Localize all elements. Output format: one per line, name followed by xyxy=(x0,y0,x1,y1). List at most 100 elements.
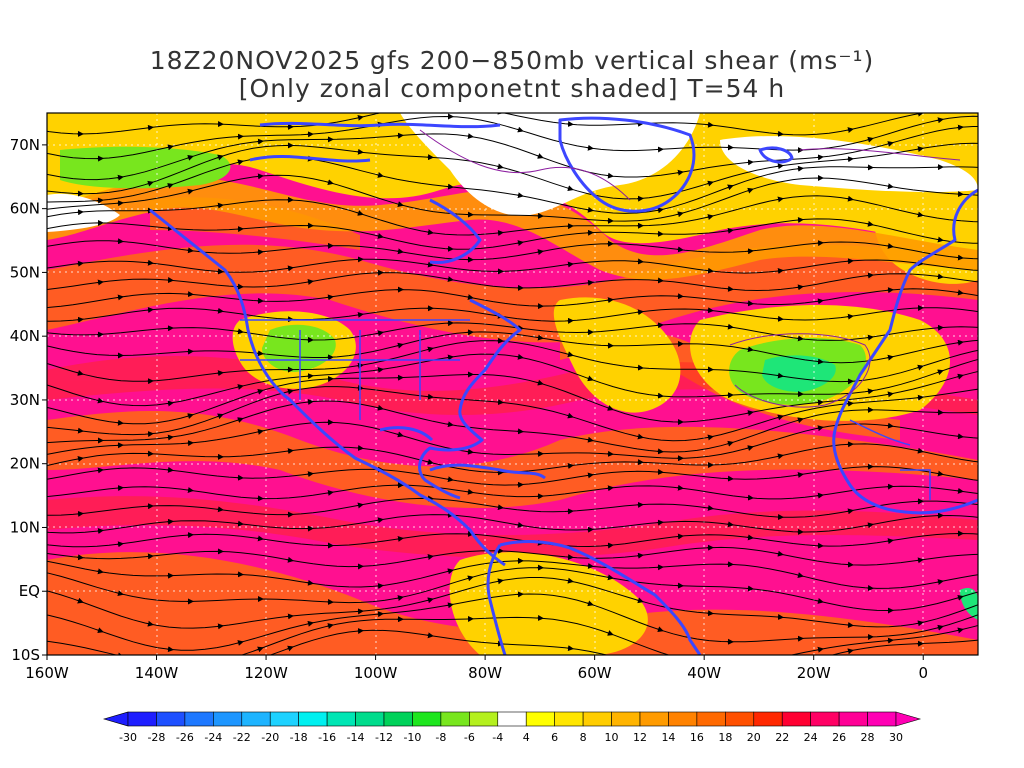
streamline-arrow xyxy=(726,227,734,234)
lat-label: 40N xyxy=(10,327,40,345)
streamline xyxy=(47,322,978,341)
streamline-arrow xyxy=(536,249,544,256)
streamline-arrow xyxy=(146,620,154,627)
colorbar-swatch xyxy=(554,711,584,727)
streamline-arrow xyxy=(426,346,434,353)
streamline-arrow xyxy=(746,187,754,194)
streamline-arrow xyxy=(846,508,854,515)
streamline-arrow xyxy=(886,538,894,545)
colorbar-swatch xyxy=(525,711,555,727)
streamline xyxy=(47,567,978,612)
colorbar-label: -22 xyxy=(233,731,251,744)
streamline-arrow xyxy=(396,342,404,349)
streamline-arrow xyxy=(586,144,594,151)
streamline-arrow xyxy=(396,431,404,438)
streamline-arrow xyxy=(816,298,824,305)
colorbar-swatch xyxy=(696,711,726,727)
streamline-arrow xyxy=(866,220,874,227)
streamline-arrow xyxy=(446,276,454,282)
streamline xyxy=(47,156,978,214)
streamline-arrow xyxy=(166,400,174,407)
colorbar-label: 26 xyxy=(832,731,846,744)
streamline-arrow xyxy=(936,369,944,376)
streamline-arrow xyxy=(676,169,684,176)
colorbar-swatch xyxy=(383,711,413,727)
streamline-arrow xyxy=(726,440,734,447)
streamline-arrow xyxy=(956,594,964,601)
streamline-arrow xyxy=(116,541,124,548)
streamline-arrow xyxy=(566,463,574,469)
streamline-arrow xyxy=(746,410,754,417)
streamline-arrow xyxy=(866,522,874,529)
streamline-arrow xyxy=(96,627,104,634)
colorbar-label: -10 xyxy=(403,731,421,744)
streamline-arrow xyxy=(96,568,104,575)
streamline-arrow xyxy=(566,351,574,358)
streamline xyxy=(47,340,978,383)
colorbar-label: -14 xyxy=(347,731,365,744)
streamline-arrow xyxy=(426,554,434,560)
streamline-arrow xyxy=(376,517,384,524)
streamline-arrow xyxy=(746,445,754,451)
streamline-arrow xyxy=(326,623,334,629)
streamline-arrow xyxy=(916,447,924,454)
streamline-arrow xyxy=(706,180,714,187)
streamline-arrow xyxy=(936,579,944,585)
lat-tick-labels: 70N 60N 50N 40N 30N 20N 10N EQ 10S xyxy=(10,136,47,664)
streamline-arrow xyxy=(186,155,194,161)
streamline-arrow xyxy=(466,575,474,582)
streamline-arrow xyxy=(816,425,824,432)
colorbar-label: -26 xyxy=(176,731,194,744)
streamline-arrow xyxy=(936,273,944,280)
streamline-arrow xyxy=(216,202,224,209)
colorbar-label: -28 xyxy=(147,731,165,744)
political-borders xyxy=(240,319,931,500)
streamline-arrow xyxy=(706,434,714,441)
streamline-arrow xyxy=(216,154,224,161)
colorbar-label: 4 xyxy=(523,731,530,744)
streamline-arrow xyxy=(886,354,894,361)
streamlines xyxy=(47,113,978,671)
streamline-arrow xyxy=(236,640,244,646)
streamline-arrow xyxy=(777,670,781,671)
streamline-arrow xyxy=(516,240,524,247)
colorbar-swatch xyxy=(497,711,527,727)
streamline-arrow xyxy=(586,206,594,213)
streamline xyxy=(47,174,978,222)
lat-label: EQ xyxy=(19,582,40,600)
lat-label: 20N xyxy=(10,455,40,473)
streamline xyxy=(47,560,978,589)
lon-label: 140W xyxy=(135,664,179,682)
streamline-arrow xyxy=(166,144,174,151)
streamline-arrow xyxy=(146,180,154,187)
streamline-arrow xyxy=(916,146,924,153)
streamline-arrow xyxy=(816,646,824,653)
colorbar-left-arrow xyxy=(102,711,129,727)
streamline-arrow xyxy=(656,207,664,214)
streamline-arrow xyxy=(516,126,524,133)
streamline-arrow xyxy=(217,669,221,670)
colorbar-swatch xyxy=(725,711,755,727)
streamline-arrow xyxy=(656,626,664,633)
streamline-arrow xyxy=(396,535,404,542)
streamline-arrow xyxy=(886,183,894,190)
streamline-arrow xyxy=(677,654,684,655)
colorbar-swatch xyxy=(611,711,641,727)
colorbar-swatch xyxy=(753,711,783,727)
streamline-arrow xyxy=(706,214,714,220)
map-plot-area xyxy=(47,113,978,671)
streamline-arrow xyxy=(566,261,574,268)
colorbar-swatch xyxy=(781,711,811,727)
streamline-arrow xyxy=(396,201,404,207)
streamline-arrow xyxy=(326,489,334,496)
streamline-arrow xyxy=(916,557,924,564)
streamline-arrow xyxy=(776,372,784,379)
streamline xyxy=(47,307,978,322)
streamline-arrow xyxy=(956,289,964,296)
streamline-arrow xyxy=(216,413,224,420)
chart-title-line2: [Only zonal componetnt shaded] T=54 h xyxy=(238,74,786,103)
streamline-arrow xyxy=(796,284,804,291)
lon-label: 100W xyxy=(354,664,398,682)
streamline-arrow xyxy=(96,467,104,474)
